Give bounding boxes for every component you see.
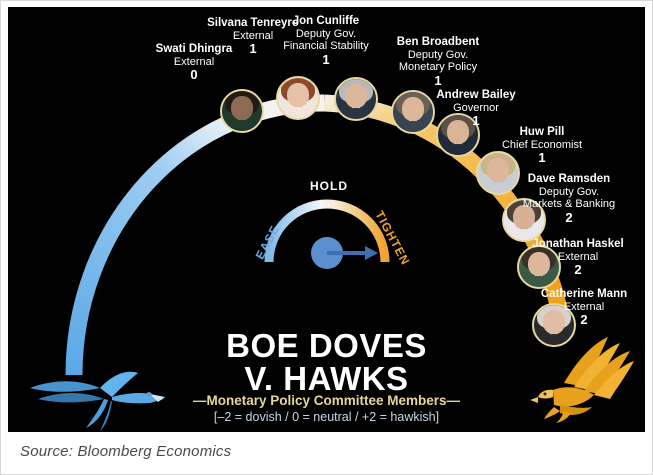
gauge-hold-label: HOLD (310, 179, 348, 193)
member-name: Ben Broadbent (396, 36, 480, 48)
portrait-ben-broadbent (391, 90, 435, 134)
portrait-face (447, 120, 469, 145)
member-label-jonathan-haskel: Jonathan Haskel External 2 (532, 238, 623, 278)
member-role-detail: Markets & Banking (522, 198, 616, 211)
member-name: Andrew Bailey (436, 89, 516, 101)
member-label-jon-cunliffe: Jon Cunliffe Deputy Gov. Financial Stabili… (283, 15, 369, 67)
portrait-catherine-mann (532, 303, 576, 347)
member-label-huw-pill: Huw Pill Chief Economist 1 (502, 126, 582, 166)
portrait-shoulders (534, 333, 574, 345)
member-name: Catherine Mann (540, 288, 628, 300)
portrait-shoulders (504, 228, 544, 240)
member-score: 1 (249, 41, 257, 57)
member-label-catherine-mann: Catherine Mann External 2 (541, 288, 627, 328)
portrait-face (345, 84, 367, 109)
portrait-shoulders (519, 275, 559, 287)
source-caption: Source: Bloomberg Economics (20, 443, 232, 460)
portrait-shoulders (478, 181, 518, 193)
member-name: Swati Dhingra (155, 43, 233, 55)
portrait-shoulders (278, 106, 318, 118)
portrait-photo (222, 91, 262, 131)
member-name: Dave Ramsden (527, 173, 611, 185)
portrait-photo (478, 153, 518, 193)
portrait-andrew-bailey (436, 113, 480, 157)
member-role: External (563, 300, 605, 313)
member-score: 0 (190, 67, 198, 83)
member-role: External (557, 250, 599, 263)
portrait-face (231, 96, 253, 121)
page-title: BOE DOVES V. HAWKS (8, 329, 645, 395)
portrait-shoulders (438, 143, 478, 155)
portrait-face (287, 83, 309, 108)
member-score: 2 (574, 262, 582, 278)
portrait-face (513, 205, 535, 230)
portrait-face (543, 310, 565, 335)
member-name: Jonathan Haskel (532, 238, 624, 250)
member-label-swati-dhingra: Swati Dhingra External 0 (156, 43, 233, 83)
member-score: 1 (322, 51, 330, 67)
portrait-photo (504, 200, 544, 240)
dove-side-arc (65, 94, 325, 376)
member-role: External (232, 29, 274, 42)
gauge-arc (264, 199, 390, 263)
member-score: 1 (538, 150, 546, 166)
infographic-panel: EASE TIGHTEN (8, 7, 645, 432)
member-role-detail: Monetary Policy (398, 61, 478, 74)
title-line-2: V. HAWKS (244, 360, 409, 397)
gauge-ease-label: EASE (253, 223, 283, 262)
member-score: 2 (580, 312, 588, 328)
portrait-photo (393, 92, 433, 132)
member-role: Deputy Gov. (538, 185, 600, 198)
portrait-photo (278, 78, 318, 118)
scale-legend: [–2 = dovish / 0 = neutral / +2 = hawkis… (213, 410, 440, 424)
member-role-detail: Financial Stability (283, 40, 369, 53)
portrait-jonathan-haskel (517, 245, 561, 289)
member-label-silvana-tenreyro: Silvana Tenreyro External 1 (207, 17, 299, 57)
portrait-huw-pill (476, 151, 520, 195)
member-name: Silvana Tenreyro (207, 17, 299, 29)
hawk-illustration (530, 337, 634, 423)
member-role: Deputy Gov. (407, 48, 469, 61)
dove-illustration (30, 371, 165, 431)
portrait-face (487, 158, 509, 183)
member-score: 1 (434, 72, 442, 88)
member-score: 2 (565, 209, 573, 225)
portrait-shoulders (393, 120, 433, 132)
portrait-dave-ramsden (502, 198, 546, 242)
member-role: Chief Economist (501, 138, 583, 151)
portrait-photo (519, 247, 559, 287)
portrait-shoulders (336, 107, 376, 119)
portrait-photo (438, 115, 478, 155)
member-name: Huw Pill (519, 126, 565, 138)
member-label-andrew-bailey: Andrew Bailey Governor 1 (436, 89, 515, 129)
member-score: 1 (472, 113, 480, 129)
title-line-1: BOE DOVES (226, 327, 427, 364)
portrait-swati-dhingra (220, 89, 264, 133)
portrait-photo (336, 79, 376, 119)
member-name: Jon Cunliffe (292, 15, 360, 27)
subtitle: —Monetary Policy Committee Members— (192, 393, 461, 408)
gauge-needle (327, 246, 378, 260)
portrait-silvana-tenreyro (276, 76, 320, 120)
member-role: Deputy Gov. (295, 27, 357, 40)
portrait-jon-cunliffe (334, 77, 378, 121)
member-role: Governor (453, 101, 499, 114)
portrait-face (528, 252, 550, 277)
member-label-ben-broadbent: Ben Broadbent Deputy Gov. Monetary Policy 1 (397, 36, 479, 88)
member-label-dave-ramsden: Dave Ramsden Deputy Gov. Markets & Banking… (523, 173, 615, 225)
member-role: External (173, 55, 215, 68)
portrait-photo (534, 305, 574, 345)
portrait-shoulders (222, 119, 262, 131)
portrait-face (402, 97, 424, 122)
